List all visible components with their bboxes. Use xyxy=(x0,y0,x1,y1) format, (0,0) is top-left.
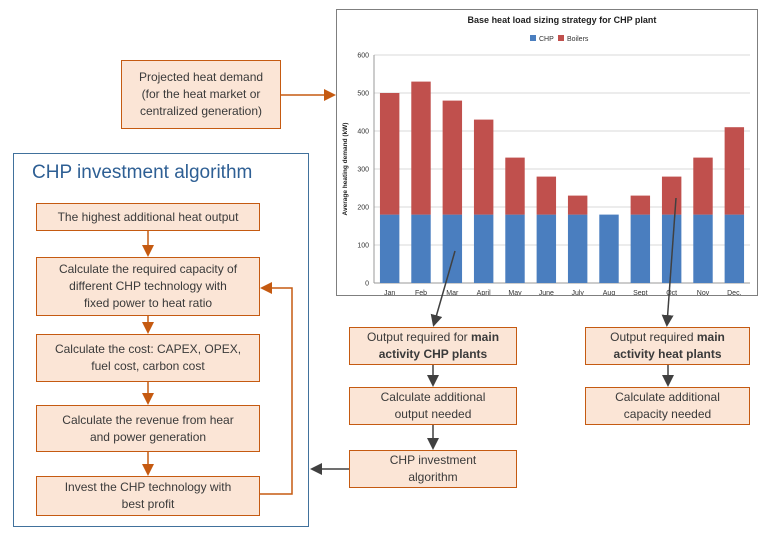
algo-step-4: Calculate the revenue from hear and powe… xyxy=(36,405,260,452)
heat-load-chart: Base heat load sizing strategy for CHP p… xyxy=(336,9,758,296)
legend-label-chp: CHP xyxy=(539,36,554,43)
bar-boilers-sept xyxy=(630,195,651,215)
bar-boilers-feb xyxy=(411,81,431,215)
chart-title: Base heat load sizing strategy for CHP p… xyxy=(468,15,657,25)
x-tick-label: April xyxy=(477,290,491,295)
y-tick-label: 400 xyxy=(357,129,369,136)
y-tick-label: 0 xyxy=(365,281,369,288)
heat-output-bold: main activity heat plants xyxy=(613,330,725,361)
bar-chp-mar xyxy=(442,214,463,283)
x-tick-label: June xyxy=(539,290,554,295)
x-tick-label: Jan xyxy=(384,290,395,295)
bar-chp-june xyxy=(536,214,557,283)
bar-chp-nov xyxy=(693,214,713,283)
projected-heat-demand-box: Projected heat demand (for the heat mark… xyxy=(121,60,281,129)
algo-step-3: Calculate the cost: CAPEX, OPEX, fuel co… xyxy=(36,334,260,382)
y-tick-label: 100 xyxy=(357,243,369,250)
bar-boilers-oct xyxy=(661,176,682,215)
heat-output-required-box: Output required main activity heat plant… xyxy=(585,327,750,365)
y-tick-label: 600 xyxy=(357,53,369,60)
bar-chp-feb xyxy=(411,214,431,283)
y-axis-label: Average heating demand (kW) xyxy=(342,123,349,216)
x-tick-label: Sept xyxy=(633,290,647,295)
x-tick-label: May xyxy=(508,290,522,295)
chart-canvas: Base heat load sizing strategy for CHP p… xyxy=(342,15,750,295)
chp-output-required-box: Output required for main activity CHP pl… xyxy=(349,327,517,365)
algo-step-5: Invest the CHP technology with best prof… xyxy=(36,476,260,516)
legend-swatch-boilers xyxy=(558,35,564,41)
bar-chp-may xyxy=(505,214,525,283)
legend-label-boilers: Boilers xyxy=(567,36,589,43)
x-tick-label: Mar xyxy=(446,290,459,295)
algorithm-title: CHP investment algorithm xyxy=(32,162,253,183)
bar-boilers-nov xyxy=(693,157,713,215)
bar-boilers-jan xyxy=(379,93,400,215)
x-tick-label: Nov xyxy=(697,290,710,295)
chp-investment-algorithm-box: CHP investment algorithm xyxy=(349,450,517,488)
bar-chp-jan xyxy=(379,214,400,283)
bar-boilers-april xyxy=(473,119,494,215)
x-tick-label: July xyxy=(571,290,584,295)
chp-output-prefix: Output required for xyxy=(366,330,472,344)
bar-chp-april xyxy=(473,214,494,283)
x-tick-label: Aug xyxy=(603,290,616,295)
algo-step-1: The highest additional heat output xyxy=(36,203,260,231)
legend-swatch-chp xyxy=(530,35,536,41)
heat-calc-additional-box: Calculate additional capacity needed xyxy=(585,387,750,425)
x-tick-label: Oct xyxy=(666,290,677,295)
bar-chp-dec xyxy=(724,214,745,283)
bar-boilers-july xyxy=(567,195,588,215)
y-tick-label: 300 xyxy=(357,167,369,174)
bar-chp-sept xyxy=(630,214,651,283)
bar-boilers-mar xyxy=(442,100,463,215)
bar-boilers-dec xyxy=(724,127,745,215)
bar-chp-oct xyxy=(661,214,682,283)
y-tick-label: 500 xyxy=(357,91,369,98)
chp-output-bold: main activity CHP plants xyxy=(378,330,500,361)
algo-step-2: Calculate the required capacity of diffe… xyxy=(36,257,260,316)
bar-chp-aug xyxy=(599,214,619,283)
heat-output-prefix: Output required xyxy=(610,330,697,344)
x-tick-label: Feb xyxy=(415,290,427,295)
y-tick-label: 200 xyxy=(357,205,369,212)
bar-boilers-june xyxy=(536,176,557,215)
bar-chp-july xyxy=(567,214,588,283)
bar-boilers-may xyxy=(505,157,525,215)
chp-calc-additional-box: Calculate additional output needed xyxy=(349,387,517,425)
x-tick-label: Dec. xyxy=(727,290,741,295)
